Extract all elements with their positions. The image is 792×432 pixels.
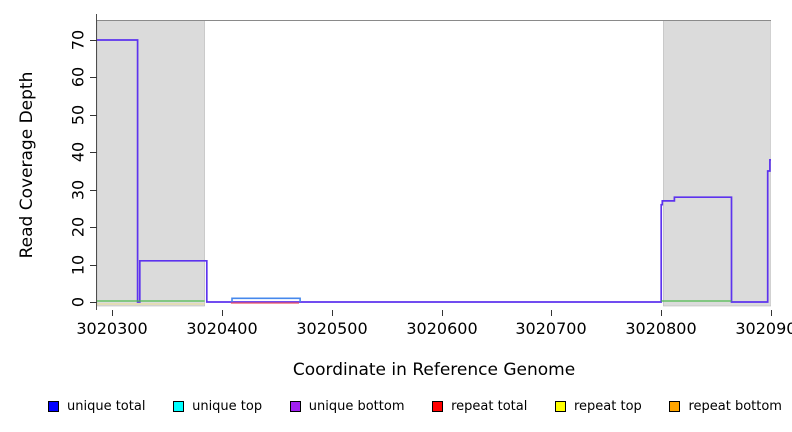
y-tick-label: 70	[68, 29, 88, 51]
x-tick-label: 3020300	[76, 319, 148, 338]
highlight-band-0	[97, 20, 205, 307]
x-tick-label: 3020800	[625, 319, 697, 338]
series-unique-total	[231, 297, 301, 302]
legend-swatch-repeat-total	[432, 401, 444, 412]
y-tick-label: 20	[68, 216, 88, 238]
legend-label: repeat total	[451, 399, 528, 414]
x-tick	[112, 310, 113, 316]
x-tick	[551, 310, 552, 316]
x-tick	[332, 310, 333, 316]
highlight-band-1	[663, 20, 771, 307]
x-tick	[771, 310, 772, 316]
legend-label: repeat bottom	[688, 399, 782, 414]
legend-label: unique top	[192, 399, 263, 414]
legend-swatch-repeat-bottom	[669, 401, 681, 412]
legend-label: repeat top	[574, 399, 642, 414]
y-tick	[90, 40, 97, 41]
legend-swatch-repeat-top	[555, 401, 566, 412]
y-tick	[90, 190, 97, 191]
legend-item-unique-bottom: unique bottom	[289, 399, 405, 414]
y-tick	[90, 152, 97, 153]
y-tick	[90, 302, 97, 303]
plot-box-top-border	[97, 20, 771, 21]
legend-item-repeat-total: repeat total	[432, 399, 527, 414]
y-tick-label: 10	[68, 254, 88, 276]
x-tick-label: 3020400	[186, 319, 258, 338]
legend-item-repeat-bottom: repeat bottom	[669, 399, 782, 414]
chart-svg	[97, 20, 771, 307]
legend-swatch-unique-top	[173, 401, 185, 412]
x-tick	[222, 310, 223, 316]
y-tick	[90, 77, 97, 78]
y-tick	[90, 227, 97, 228]
y-tick	[90, 115, 97, 116]
plot-box-left-border	[96, 14, 97, 310]
y-tick-label: 0	[68, 296, 88, 308]
series-unique-bottom	[97, 39, 771, 303]
y-tick-label: 40	[68, 141, 88, 163]
legend-item-unique-total: unique total	[48, 399, 145, 414]
x-tick-label: 3020700	[515, 319, 587, 338]
legend-swatch-unique-total	[48, 401, 59, 412]
legend-item-repeat-top: repeat top	[555, 399, 642, 414]
y-tick-label: 60	[68, 66, 88, 88]
y-tick-label: 50	[68, 104, 88, 126]
y-axis-title: Read Coverage Depth	[17, 71, 37, 259]
legend-item-unique-top: unique top	[173, 399, 262, 414]
legend-label: unique total	[67, 399, 146, 414]
legend: unique total unique top unique bottom repea…	[48, 399, 782, 414]
x-tick-label: 3020600	[406, 319, 478, 338]
legend-label: unique bottom	[308, 399, 405, 414]
x-tick	[442, 310, 443, 316]
legend-swatch-unique-bottom	[289, 401, 301, 412]
y-tick	[90, 265, 97, 266]
plot-area	[97, 20, 771, 310]
y-tick-label: 30	[68, 179, 88, 201]
x-axis-title: Coordinate in Reference Genome	[292, 360, 576, 380]
x-tick-label: 3020500	[296, 319, 368, 338]
x-tick	[661, 310, 662, 316]
